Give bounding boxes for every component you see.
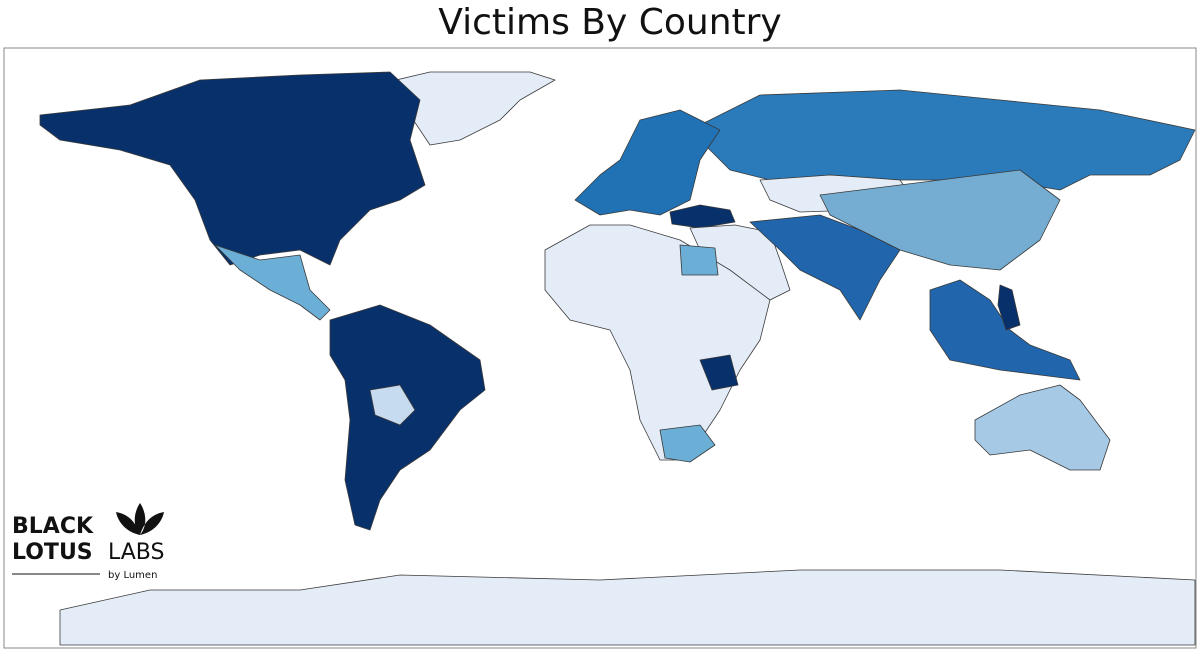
africa bbox=[544, 224, 771, 461]
turkey bbox=[669, 204, 736, 229]
countries bbox=[39, 71, 1196, 646]
logo-text: BLACK bbox=[12, 514, 94, 539]
bolivia-region bbox=[369, 384, 416, 426]
southern-africa bbox=[659, 424, 716, 463]
logo-text: LOTUS bbox=[12, 540, 93, 565]
europe bbox=[574, 109, 721, 216]
logo-text: LABS bbox=[108, 540, 164, 565]
southeast-asia bbox=[929, 279, 1081, 381]
south-asia bbox=[749, 214, 901, 321]
logo-tagline: by Lumen bbox=[108, 570, 157, 581]
antarctica bbox=[59, 569, 1196, 646]
map-title: Victims By Country bbox=[438, 2, 781, 43]
north-america bbox=[39, 71, 426, 266]
china bbox=[819, 169, 1061, 271]
logo-lotus bbox=[116, 503, 164, 535]
philippines bbox=[997, 284, 1021, 331]
central-america bbox=[214, 244, 331, 321]
australia bbox=[974, 384, 1111, 471]
egypt bbox=[679, 244, 719, 276]
logo: BLACK LOTUS LABS by Lumen bbox=[12, 503, 164, 581]
tanzania bbox=[699, 354, 739, 391]
